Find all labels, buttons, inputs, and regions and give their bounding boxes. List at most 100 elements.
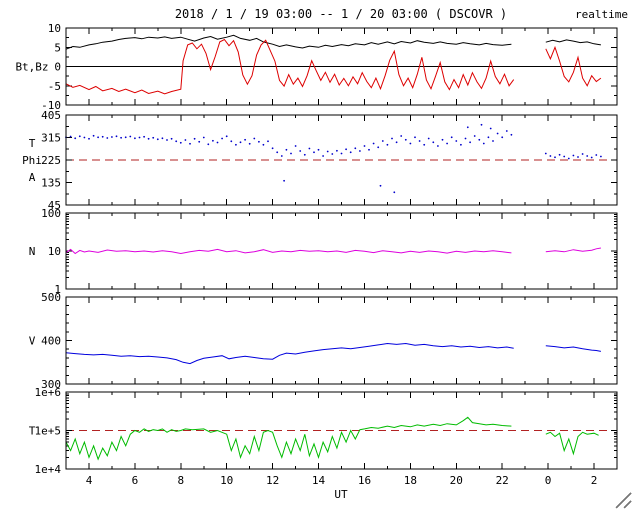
series-point-phi — [386, 143, 389, 146]
series-point-phi — [368, 148, 370, 151]
series-point-phi — [290, 152, 292, 155]
series-point-phi — [253, 137, 256, 140]
series-point-phi — [510, 133, 513, 136]
x-tick-label: 10 — [220, 474, 233, 487]
series-point-phi — [184, 139, 187, 141]
series-point-phi — [489, 127, 492, 130]
x-tick-label: 12 — [266, 474, 279, 487]
series-point-phi — [152, 136, 155, 139]
series-point-phi — [285, 148, 288, 151]
x-axis-title: UT — [334, 488, 348, 501]
series-point-phi — [581, 153, 584, 155]
series-point-phi — [189, 142, 191, 145]
series-point-phi — [432, 141, 435, 144]
series-point-phi — [478, 138, 481, 141]
y-tick-label: 405 — [41, 109, 61, 122]
series-point-phi — [326, 150, 329, 153]
y-tick-label: 300 — [41, 378, 61, 391]
panel-frame — [65, 114, 618, 206]
series-point-phi — [225, 135, 228, 138]
series-point-phi — [248, 142, 251, 145]
panel-ylabel: V — [29, 335, 36, 348]
series-v — [65, 342, 601, 365]
series-point-phi — [404, 138, 407, 141]
series-point-phi — [216, 141, 219, 144]
series-point-phi — [446, 142, 448, 145]
series-point-phi — [161, 137, 164, 140]
series-point-phi — [345, 148, 347, 151]
series-point-phi — [572, 154, 575, 157]
series-point-phi — [267, 140, 269, 143]
series-point-phi — [427, 137, 430, 140]
series-point-phi — [283, 179, 285, 182]
panel-frame — [65, 212, 618, 290]
realtime-label: realtime — [575, 8, 628, 21]
series-point-phi — [258, 140, 260, 143]
series-point-phi — [175, 140, 178, 143]
series-point-phi — [586, 155, 589, 157]
x-tick-label: 8 — [177, 474, 184, 487]
series-point-phi — [230, 140, 233, 143]
series-point-phi — [492, 140, 494, 142]
series-point-phi — [354, 147, 357, 150]
series-point-phi — [221, 137, 224, 140]
series-point-phi — [577, 156, 579, 158]
panel-temperature: 1e+6 1e+5 1e+4 T — [29, 386, 618, 476]
series-point-phi — [544, 152, 547, 155]
panel-ylabel: T — [29, 425, 36, 438]
series-point-phi — [455, 140, 458, 142]
x-tick-label: 2 — [591, 474, 598, 487]
series-point-phi — [469, 141, 471, 144]
x-tick-label: 16 — [358, 474, 371, 487]
y-tick-label: 500 — [41, 291, 61, 304]
series-point-phi — [359, 150, 361, 152]
series-point-phi — [308, 147, 311, 150]
series-point-phi — [69, 135, 72, 138]
y-tick-label: 315 — [41, 132, 61, 145]
series-point-phi — [198, 140, 201, 143]
series-point-phi — [294, 145, 297, 147]
series-point-phi — [400, 135, 403, 137]
series-point-phi — [441, 138, 444, 141]
series-point-phi — [138, 136, 141, 139]
series-point-phi — [349, 151, 352, 154]
series-n — [65, 247, 601, 255]
x-tick-label: 0 — [545, 474, 552, 487]
series-point-phi — [115, 135, 118, 138]
series-point-phi — [166, 139, 168, 141]
series-point-phi — [88, 137, 90, 140]
series-point-phi — [170, 137, 173, 140]
panel-ylabel: N — [29, 245, 36, 258]
y-tick-label: 1 — [54, 283, 61, 296]
x-tick-label: 20 — [450, 474, 463, 487]
series-point-phi — [239, 141, 242, 144]
series-point-phi — [111, 136, 113, 138]
series-point-phi — [212, 139, 214, 142]
series-point-phi — [235, 143, 237, 146]
series-point-phi — [313, 151, 315, 154]
series-point-phi — [414, 136, 416, 139]
panel-ylabel: T — [29, 137, 36, 150]
series-point-phi — [78, 135, 81, 138]
series-point-phi — [193, 137, 196, 140]
series-point-phi — [450, 136, 453, 139]
series-point-phi — [322, 155, 324, 157]
series-bz — [65, 38, 602, 95]
panel-bt-bz: 10 5 0 -5 -10 Bt,Bz — [15, 22, 618, 112]
panel-frame — [65, 296, 618, 385]
series-point-phi — [280, 155, 283, 157]
series-point-phi — [464, 137, 467, 140]
plot-title: 2018 / 1 / 19 03:00 -- 1 / 20 03:00 ( DS… — [175, 7, 507, 21]
series-point-phi — [120, 136, 122, 139]
series-point-phi — [179, 141, 182, 144]
y-tick-label: 1e+5 — [35, 425, 62, 438]
y-tick-label: -5 — [48, 80, 61, 93]
x-tick-label: 22 — [496, 474, 509, 487]
panel-ylabel: A — [29, 171, 36, 184]
series-t — [65, 416, 599, 461]
series-point-phi — [271, 147, 274, 150]
series-point-phi — [600, 155, 602, 158]
panel-velocity: 500 400 300 V — [29, 291, 618, 391]
